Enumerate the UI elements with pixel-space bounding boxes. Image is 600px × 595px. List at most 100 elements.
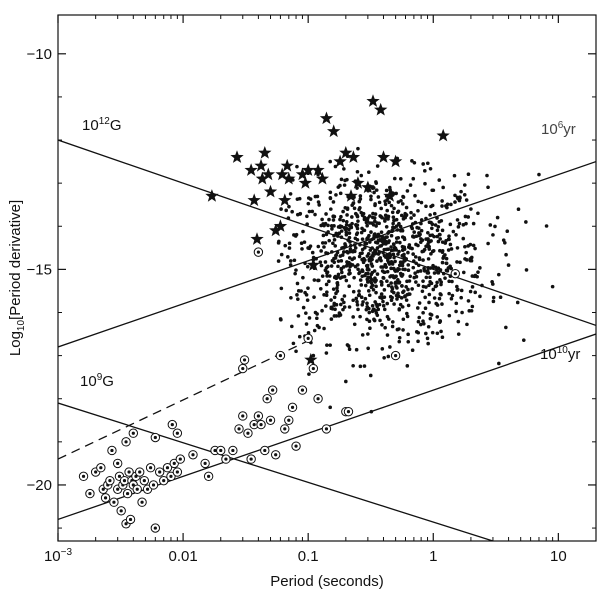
special-pulsar-star xyxy=(273,219,288,232)
binary-pulsar-center xyxy=(175,470,179,474)
pulsar-point xyxy=(351,298,355,303)
pulsar-point xyxy=(457,198,462,203)
pulsar-point xyxy=(491,299,496,304)
pulsar-point xyxy=(550,284,555,289)
pulsar-point xyxy=(342,300,346,305)
pulsar-point xyxy=(335,286,339,290)
pulsar-point xyxy=(410,222,415,226)
pulsar-point xyxy=(334,291,338,296)
pulsar-point xyxy=(336,225,341,229)
pulsar-point xyxy=(279,207,283,211)
pulsar-point xyxy=(370,309,375,314)
pulsar-point xyxy=(382,288,387,292)
pulsar-point xyxy=(360,237,365,241)
pulsar-point xyxy=(453,200,457,204)
special-pulsar-star xyxy=(282,171,296,185)
pulsar-point xyxy=(380,295,385,300)
label-t10: 1010yr xyxy=(540,345,580,363)
pulsar-point xyxy=(347,347,352,352)
pulsar-point xyxy=(346,250,350,255)
pulsar-point xyxy=(410,348,415,353)
pulsar-point xyxy=(369,281,374,285)
pulsar-point xyxy=(344,379,348,384)
pulsar-point xyxy=(462,192,467,197)
pulsar-point xyxy=(446,248,451,252)
pulsar-point xyxy=(400,284,404,288)
pulsar-point xyxy=(323,241,328,245)
pulsar-point xyxy=(353,246,358,250)
special-pulsar-star xyxy=(255,171,269,185)
pulsar-point xyxy=(466,299,471,303)
pulsar-point xyxy=(394,240,399,244)
pulsar-point xyxy=(319,249,323,253)
pulsar-point xyxy=(362,215,367,220)
special-pulsar-star xyxy=(327,124,341,138)
pulsar-point xyxy=(379,280,384,285)
pulsar-point xyxy=(412,161,417,165)
pulsar-point xyxy=(416,339,420,344)
special-pulsar-star xyxy=(295,167,310,181)
pulsar-point xyxy=(393,281,398,285)
binary-pulsar-center xyxy=(231,448,235,453)
pulsar-point xyxy=(375,259,379,263)
pulsar-point xyxy=(300,247,304,251)
pulsar-point xyxy=(393,259,397,264)
pulsar-point xyxy=(367,310,372,315)
pulsar-point xyxy=(364,241,369,246)
pulsar-point xyxy=(468,242,473,247)
pulsar-point xyxy=(324,212,328,216)
binary-pulsar-center xyxy=(124,522,128,526)
pulsar-point xyxy=(357,254,362,259)
pulsar-point xyxy=(342,226,347,230)
pulsar-point xyxy=(417,301,422,305)
pulsar-point xyxy=(447,291,451,296)
pulsar-point xyxy=(448,222,453,227)
pulsar-point xyxy=(420,289,425,294)
pulsar-point xyxy=(329,207,333,211)
pulsar-point xyxy=(466,215,471,219)
pulsar-point xyxy=(374,290,378,295)
pulsar-point xyxy=(411,265,416,270)
pulsar-point xyxy=(307,372,311,376)
pulsar-point xyxy=(402,245,407,249)
pulsar-point xyxy=(466,172,471,176)
pulsar-point xyxy=(366,289,371,293)
pulsar-point xyxy=(440,204,444,208)
pulsar-point xyxy=(331,214,336,219)
pulsar-point xyxy=(464,258,469,262)
pulsar-point xyxy=(308,197,313,201)
pulsar-point xyxy=(384,224,389,229)
special-pulsar-star xyxy=(247,193,261,207)
pulsar-point xyxy=(358,314,362,319)
pulsar-point xyxy=(422,247,427,252)
pulsar-point xyxy=(441,256,445,260)
pulsar-point xyxy=(432,271,437,275)
pulsar-point xyxy=(433,223,438,227)
pulsar-point xyxy=(384,242,388,246)
pulsar-point xyxy=(428,316,433,321)
pulsar-point xyxy=(356,146,360,151)
pulsar-point xyxy=(432,296,437,300)
pulsar-point xyxy=(391,225,395,230)
pulsar-point xyxy=(461,236,466,241)
pulsar-point xyxy=(352,243,357,247)
binary-pulsar-center xyxy=(316,397,320,401)
pulsar-point xyxy=(426,242,430,246)
pulsar-point xyxy=(348,224,352,228)
pulsar-point xyxy=(441,185,445,190)
pulsar-point xyxy=(351,363,355,368)
pulsar-point xyxy=(421,279,425,283)
pulsar-point xyxy=(296,297,300,301)
pulsar-point xyxy=(325,274,329,278)
binary-pulsar-center xyxy=(290,405,295,409)
special-pulsar-star xyxy=(311,163,325,176)
pulsar-point xyxy=(398,240,402,245)
pulsar-point xyxy=(416,319,421,324)
pulsar-point xyxy=(459,288,464,293)
pulsar-point xyxy=(374,188,379,192)
pulsar-point xyxy=(369,409,374,414)
pulsar-point xyxy=(304,322,309,326)
binary-pulsar-center xyxy=(142,479,146,483)
special-pulsar-star xyxy=(269,223,283,237)
pulsar-point xyxy=(320,308,324,313)
